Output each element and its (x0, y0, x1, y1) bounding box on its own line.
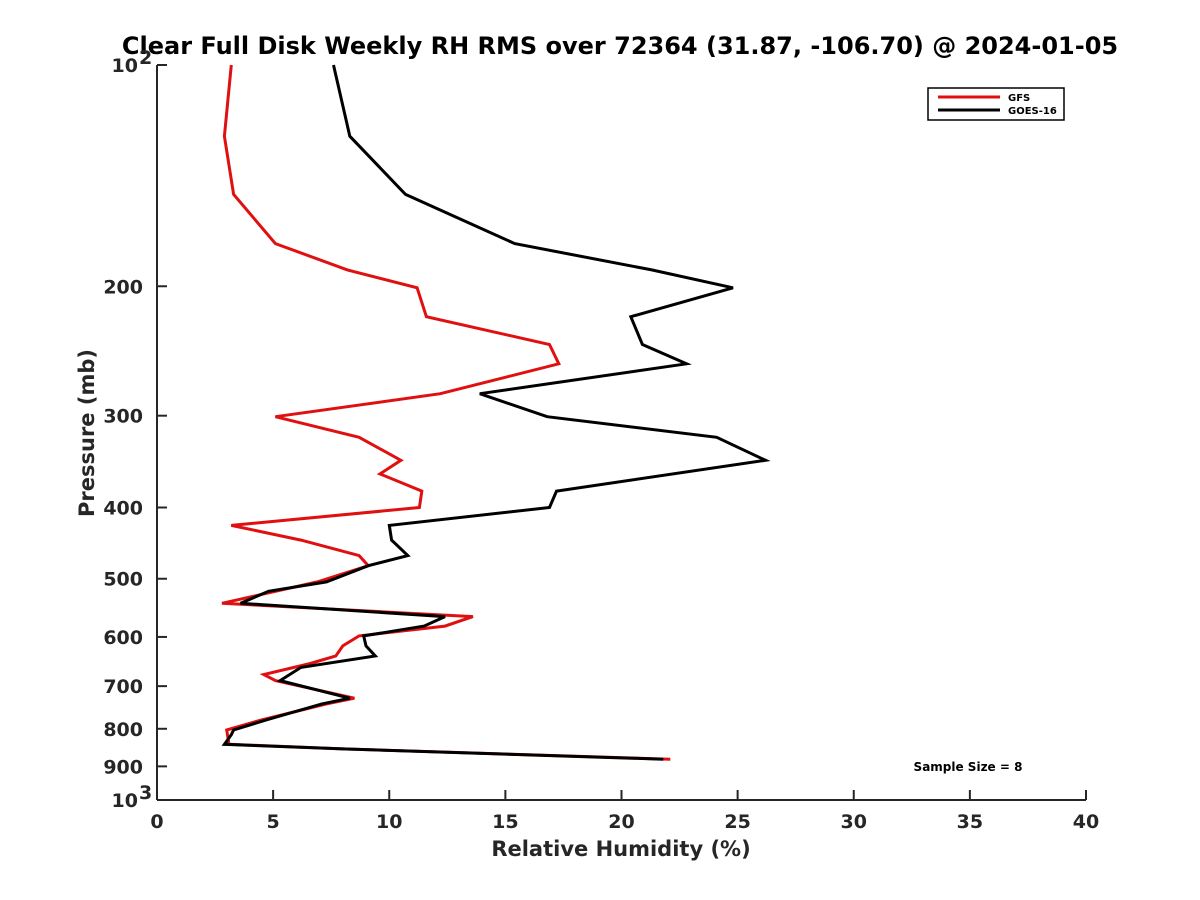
y-tick-label: 900 (103, 756, 143, 778)
legend: GFS GOES-16 (927, 87, 1065, 121)
y-tick-label: 700 (103, 676, 143, 698)
x-tick-label: 15 (492, 811, 518, 833)
y-tick-label: 800 (103, 719, 143, 741)
legend-box (927, 87, 1065, 121)
x-axis-label: Relative Humidity (%) (491, 837, 750, 861)
y-tick-exponent: 2 (139, 47, 152, 69)
x-tick-label: 30 (841, 811, 867, 833)
y-tick-label: 10 (112, 790, 138, 812)
x-tick-label: 25 (724, 811, 750, 833)
y-tick-label: 200 (103, 276, 143, 298)
x-ticks: 0 5 10 15 20 25 30 35 40 (150, 790, 1099, 833)
x-tick-label: 10 (376, 811, 402, 833)
y-tick-exponent: 3 (139, 782, 152, 804)
x-tick-label: 40 (1073, 811, 1099, 833)
x-tick-label: 0 (150, 811, 163, 833)
y-tick-label: 400 (103, 498, 143, 520)
x-tick-label: 35 (957, 811, 983, 833)
y-tick-label: 600 (103, 627, 143, 649)
series-line-gfs (221, 64, 671, 761)
chart-title: Clear Full Disk Weekly RH RMS over 72364… (122, 32, 1118, 60)
series-line-goes16 (221, 64, 771, 761)
series-layer (221, 64, 771, 761)
y-tick-label: 10 (112, 55, 138, 77)
legend-label-gfs: GFS (1008, 93, 1030, 104)
y-tick-label: 300 (103, 406, 143, 428)
plot-area (156, 64, 1086, 801)
x-tick-label: 20 (608, 811, 634, 833)
y-tick-label: 500 (103, 569, 143, 591)
x-tick-label: 5 (267, 811, 280, 833)
sample-size-annotation: Sample Size = 8 (914, 760, 1023, 774)
y-axis-label: Pressure (mb) (75, 349, 99, 517)
legend-label-goes16: GOES-16 (1008, 106, 1057, 117)
